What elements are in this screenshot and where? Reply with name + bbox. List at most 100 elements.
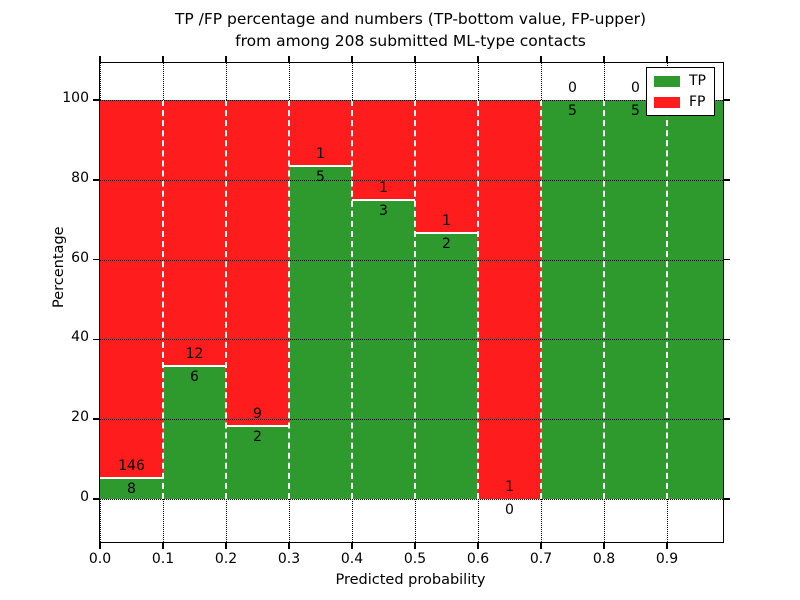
y-tick-mark-right [723,418,730,420]
bar-edge [163,364,226,367]
x-tick-mark [162,542,164,549]
bar-separator [351,99,353,499]
bar-fp-segment [163,99,226,366]
tp-count-label: 2 [253,429,262,446]
bar-edge [289,165,352,168]
legend-swatch-fp [654,96,680,108]
tp-count-label: 2 [442,235,451,252]
y-tick-mark-right [723,498,730,500]
x-tick-label: 0.2 [214,551,238,567]
bar-fp-segment [100,99,163,479]
bar-edge [415,231,478,234]
fp-count-label: 1 [505,478,514,495]
y-gridline [100,179,723,181]
bar-tp-segment [226,426,289,499]
bar-fp-segment [415,99,478,233]
x-tick-mark-top [666,56,668,63]
fp-count-label: 0 [568,79,577,96]
tp-count-label: 3 [379,202,388,219]
bar-tp-segment [100,478,163,499]
bar-separator [162,99,164,499]
x-tick-mark [351,542,353,549]
y-gridline [100,259,723,261]
bar-tp-segment [667,99,723,499]
y-gridline [100,339,723,341]
legend-label: TP [689,73,706,89]
x-tick-label: 0.0 [88,551,112,567]
x-tick-mark-top [603,56,605,63]
tp-count-label: 5 [316,169,325,186]
x-axis-label: Predicted probability [335,572,486,588]
bar-tp-segment [352,199,415,499]
bar-fp-segment [478,99,541,499]
chart-title-line2: from among 208 submitted ML-type contact… [235,32,586,50]
bar-edge [100,477,163,480]
x-tick-mark [414,542,416,549]
y-tick-mark-right [723,258,730,261]
bar-separator [540,99,542,499]
tp-count-label: 0 [505,501,514,518]
bar-separator [414,99,416,499]
bar-separator [288,99,290,499]
legend-entry: TP [654,73,706,89]
legend-label: FP [689,94,706,110]
x-tick-mark-top [414,56,416,63]
fp-count-label: 12 [185,345,204,362]
x-tick-mark [540,542,542,549]
x-tick-mark [603,542,605,549]
bar-edge [352,198,415,201]
fp-count-label: 1 [316,146,325,163]
bar-tp-segment [541,99,604,499]
y-tick-label: 100 [62,89,89,106]
x-tick-mark-top [162,56,164,63]
x-tick-label: 0.3 [277,551,301,567]
y-tick-mark [93,258,100,261]
x-tick-mark [666,542,668,549]
bar-fp-segment [226,99,289,427]
legend-swatch-tp [654,75,680,87]
bar-separator [666,99,668,499]
x-tick-mark [225,542,227,549]
x-tick-mark [288,542,290,549]
x-tick-label: 0.9 [655,551,679,567]
y-tick-mark [93,338,100,341]
fp-count-label: 1 [442,212,451,229]
y-tick-label: 20 [71,409,89,426]
chart-title-line1: TP /FP percentage and numbers (TP-bottom… [174,10,647,28]
x-tick-label: 0.4 [340,551,364,567]
fp-count-label: 0 [631,79,640,96]
x-tick-label: 0.7 [529,551,553,567]
y-tick-label: 80 [71,169,89,186]
y-tick-mark-right [723,99,730,101]
y-tick-mark [93,179,100,181]
bar-separator [477,99,479,499]
y-gridline [100,498,723,500]
x-tick-mark [477,542,479,549]
y-tick-mark [93,498,100,500]
x-tick-mark-top [288,56,290,63]
x-tick-label: 0.8 [592,551,616,567]
bar-tp-segment [289,166,352,499]
x-tick-label: 0.5 [403,551,427,567]
y-tick-mark-right [723,179,730,181]
y-tick-mark [93,418,100,420]
x-tick-mark-top [351,56,353,63]
legend: TP FP [646,67,715,116]
plot-clip-region: 14681269215131210050501 [100,63,723,542]
legend-entry: FP [654,94,706,110]
y-tick-label: 40 [71,329,89,346]
y-gridline [100,99,723,101]
x-tick-label: 0.1 [151,551,175,567]
y-gridline [100,419,723,421]
x-tick-mark-top [99,56,101,63]
tp-count-label: 5 [631,102,640,119]
y-tick-mark-right [723,338,730,341]
x-tick-mark-top [540,56,542,63]
bar-fp-segment [352,99,415,200]
bar-separator [225,99,227,499]
bar-separator [603,99,605,499]
fp-count-label: 9 [253,406,262,423]
tp-count-label: 8 [127,481,136,498]
